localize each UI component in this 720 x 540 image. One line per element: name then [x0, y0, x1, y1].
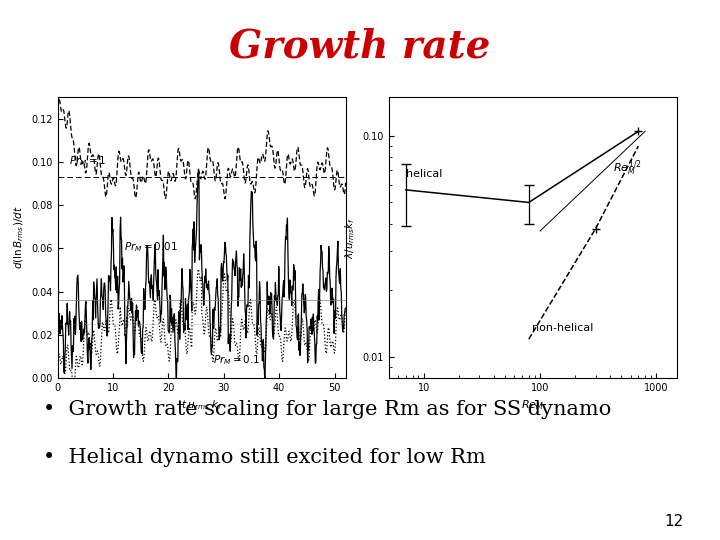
- Text: •  Helical dynamo still excited for low Rm: • Helical dynamo still excited for low R…: [43, 448, 486, 467]
- X-axis label: $t\;u_{rms}\;k_f$: $t\;u_{rms}\;k_f$: [181, 399, 222, 412]
- Text: helical: helical: [406, 170, 442, 179]
- X-axis label: $Re_M$: $Re_M$: [521, 399, 544, 412]
- Text: Growth rate: Growth rate: [229, 27, 491, 65]
- Y-axis label: $\lambda/u_{rms}k_f$: $\lambda/u_{rms}k_f$: [343, 217, 357, 259]
- Text: $Pr_M=0.01$: $Pr_M=0.01$: [124, 240, 178, 254]
- Text: $Pr_M=0.1$: $Pr_M=0.1$: [212, 353, 260, 367]
- Y-axis label: $d(\ln B_{rms})/dt$: $d(\ln B_{rms})/dt$: [12, 206, 26, 269]
- Text: non-helical: non-helical: [532, 323, 593, 334]
- Text: •  Growth rate scaling for large Rm as for SS dynamo: • Growth rate scaling for large Rm as fo…: [43, 400, 611, 419]
- Text: $Pr_M=1$: $Pr_M=1$: [68, 154, 106, 168]
- Text: $Re_M^{1/2}$: $Re_M^{1/2}$: [613, 159, 641, 179]
- Text: 12: 12: [665, 514, 684, 529]
